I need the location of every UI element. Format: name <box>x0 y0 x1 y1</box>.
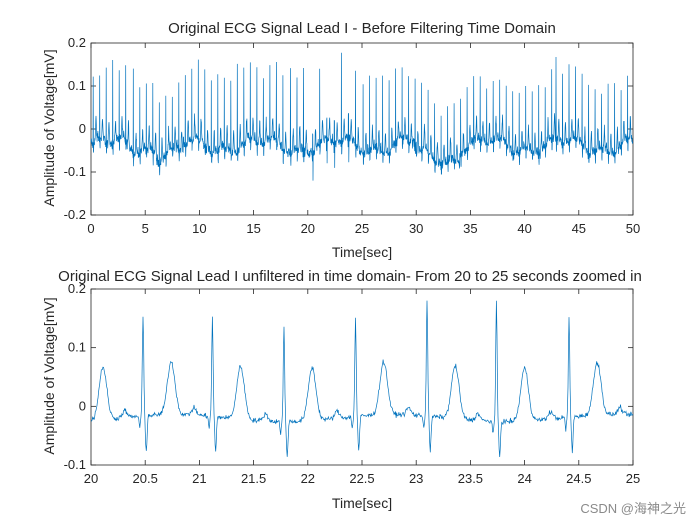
x-tick-label: 45 <box>572 221 586 236</box>
x-tick-label: 24.5 <box>566 471 591 486</box>
y-tick-label: 0 <box>79 121 86 136</box>
x-tick-label: 22 <box>301 471 315 486</box>
x-tick-label: 20.5 <box>133 471 158 486</box>
y-tick-label: 0 <box>79 398 86 413</box>
y-tick-label: 0.2 <box>68 35 86 50</box>
x-tick-label: 25 <box>626 471 640 486</box>
x-tick-label: 20 <box>84 471 98 486</box>
watermark: CSDN @海神之光 <box>580 501 686 516</box>
x-tick-label: 23 <box>409 471 423 486</box>
bottom-x-axis-label: Time[sec] <box>332 495 392 511</box>
top-x-axis-label: Time[sec] <box>332 244 392 260</box>
x-tick-label: 10 <box>192 221 206 236</box>
x-tick-label: 21.5 <box>241 471 266 486</box>
x-tick-label: 0 <box>87 221 94 236</box>
y-tick-label: 0.2 <box>68 281 86 296</box>
top-y-axis-label: Amplitude of Voltage[mV] <box>41 49 57 206</box>
x-tick-label: 30 <box>409 221 423 236</box>
x-tick-label: 20 <box>301 221 315 236</box>
axes-box <box>90 288 634 466</box>
y-tick-label: -0.2 <box>64 207 86 222</box>
x-tick-label: 25 <box>355 221 369 236</box>
y-tick-label: -0.1 <box>64 457 86 472</box>
bottom-plot-area: 20 20.5 21 21.5 22 22.5 23 23.5 24 24.5 25 -0.1 0 0.1… <box>64 281 641 486</box>
x-tick-label: 50 <box>626 221 640 236</box>
x-tick-label: 21 <box>192 471 206 486</box>
bottom-y-axis-label: Amplitude of Voltage[mV] <box>41 297 57 454</box>
x-tick-label: 35 <box>463 221 477 236</box>
y-tick-label: 0.1 <box>68 78 86 93</box>
bottom-chart-title: Original ECG Signal Lead I unfiltered in… <box>58 268 642 285</box>
x-tick-label: 15 <box>246 221 260 236</box>
x-tick-label: 40 <box>517 221 531 236</box>
series-line-ecg-zoomed <box>90 300 633 458</box>
bottom-subplot: Original ECG Signal Lead I unfiltered in… <box>41 268 642 511</box>
x-tick-label: 23.5 <box>458 471 483 486</box>
x-tick-label: 24 <box>517 471 531 486</box>
top-chart-title: Original ECG Signal Lead I - Before Filt… <box>168 20 556 37</box>
y-tick-label: 0.1 <box>68 340 86 355</box>
top-plot-area: 0 5 10 15 20 25 30 35 40 45 50 -0.2 -0.1 0 0.1 0.2 <box>64 35 641 236</box>
y-tick-label: -0.1 <box>64 164 86 179</box>
x-tick-label: 5 <box>142 221 149 236</box>
top-subplot: Original ECG Signal Lead I - Before Filt… <box>41 20 640 260</box>
x-tick-label: 22.5 <box>349 471 374 486</box>
series-line-ecg <box>90 52 634 181</box>
